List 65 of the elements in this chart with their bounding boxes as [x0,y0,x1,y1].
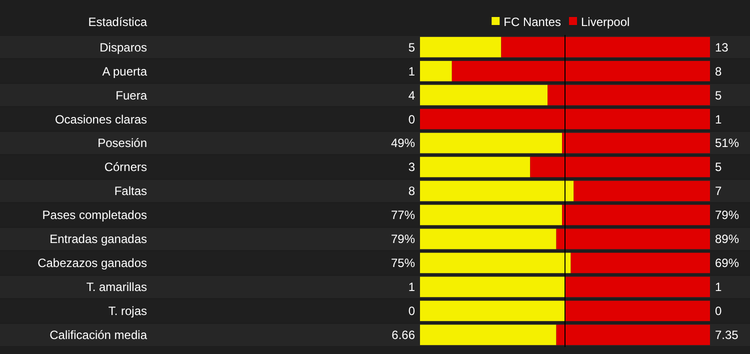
y-tick-label: Cabezazos ganados [38,256,147,270]
bar [420,60,452,82]
bar [565,276,710,298]
bar [556,324,710,346]
text: 4 [408,88,416,102]
y-tick-label: Córners [104,160,147,174]
bar [420,324,556,346]
text: 79% [390,232,416,246]
text: 8 [408,184,416,198]
text: 5 [715,88,722,102]
text: 8 [715,64,722,78]
text: 75% [390,256,416,270]
bar [420,300,565,322]
text: 3 [408,160,416,174]
y-tick-label: A puerta [102,64,148,78]
text: 6.66 [392,328,416,342]
y-tick-label: Entradas ganadas [50,232,147,246]
bar [420,132,562,154]
text: 7.35 [715,328,739,342]
legend-label: Liverpool [581,15,630,29]
bar [562,204,710,226]
y-tick-label: Posesión [98,136,147,150]
y-tick-label: T. amarillas [86,280,147,294]
text: 0 [408,112,416,126]
bar [570,252,710,274]
text: 1 [408,280,416,294]
text: 77% [390,208,416,222]
y-tick-label: T. rojas [108,304,147,318]
legend-label: FC Nantes [504,15,561,29]
text: 5 [715,160,722,174]
text: 69% [715,256,740,270]
text: 0 [715,304,722,318]
text: 49% [390,136,416,150]
text: 79% [715,208,740,222]
bar [420,180,574,202]
bar [420,276,565,298]
text: 0 [408,304,416,318]
bar [420,228,556,250]
bar [574,180,710,202]
bar [420,36,502,58]
bar [530,156,710,178]
bar [501,36,710,58]
text: 5 [408,40,416,54]
text: 1 [408,64,416,78]
bar [420,252,571,274]
text: 1 [715,112,722,126]
y-tick-label: Fuera [116,88,148,102]
text: 51% [715,136,740,150]
y-tick-label: Ocasiones claras [54,112,147,126]
y-tick-label: Pases completados [42,208,147,222]
y-tick-label: Calificación media [50,328,148,342]
text: 13 [715,40,729,54]
y-tick-label: Faltas [114,184,147,198]
text: 89% [715,232,740,246]
bar [420,156,530,178]
bar [562,132,710,154]
y-tick-label: Disparos [100,40,147,54]
bar [565,300,710,322]
text: 7 [715,184,722,198]
bar [548,84,710,106]
text: 1 [715,280,722,294]
bar [420,204,562,226]
bar [420,84,548,106]
bar [556,228,710,250]
y-axis-title: Estadística [88,15,148,29]
